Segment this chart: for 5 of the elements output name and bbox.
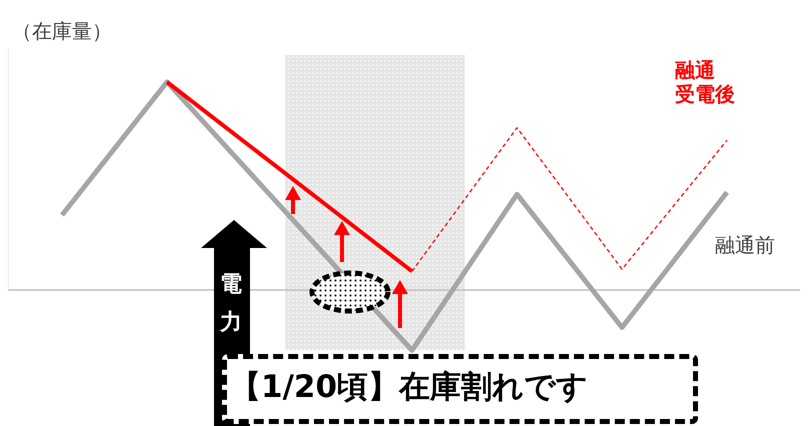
annotation: 電力 bbox=[218, 271, 243, 337]
y-axis-title: （在庫量） bbox=[12, 18, 112, 45]
series-label: 融通受電後 bbox=[675, 58, 735, 106]
text: 【1/20頃】在庫割れです bbox=[230, 368, 588, 407]
series-label: 融通前 bbox=[715, 233, 775, 257]
